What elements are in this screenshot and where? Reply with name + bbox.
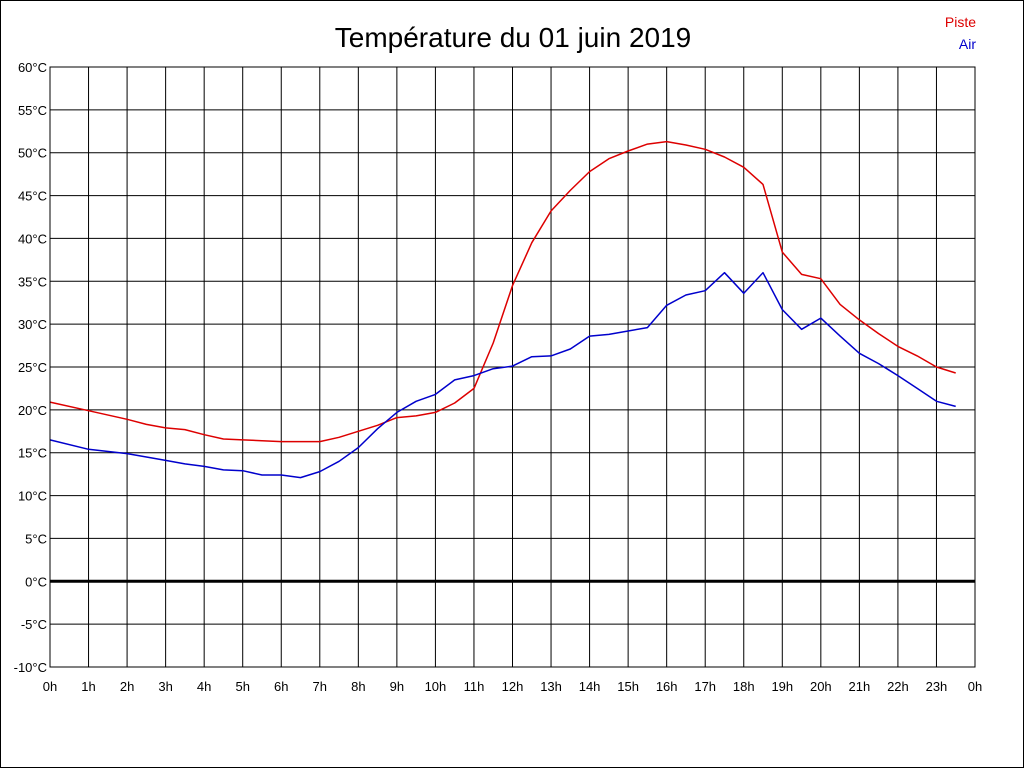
axis-tick-labels: -10°C -5°C 0°C 5°C 10°C 15°C 20°C 25°C 30°C 35°C 4… [14, 60, 983, 694]
y-tick-label: 25°C [18, 360, 47, 375]
legend-entry-piste: Piste [945, 14, 976, 30]
legend-entry-air: Air [959, 36, 976, 52]
x-tick-label: 0h [968, 679, 982, 694]
x-tick-label: 0h [43, 679, 57, 694]
x-tick-label: 20h [810, 679, 832, 694]
x-tick-label: 15h [617, 679, 639, 694]
y-tick-label: -5°C [21, 617, 47, 632]
y-tick-label: -10°C [14, 660, 47, 675]
x-tick-label: 21h [849, 679, 871, 694]
x-tick-label: 14h [579, 679, 601, 694]
x-tick-label: 11h [464, 679, 485, 694]
x-tick-label: 9h [390, 679, 404, 694]
y-tick-label: 5°C [25, 531, 47, 546]
chart-title: Température du 01 juin 2019 [335, 22, 691, 53]
grid-lines [49, 66, 976, 668]
x-tick-label: 8h [351, 679, 365, 694]
y-tick-label: 10°C [18, 489, 47, 504]
x-tick-label: 7h [313, 679, 327, 694]
y-tick-label: 35°C [18, 274, 47, 289]
x-tick-label: 4h [197, 679, 211, 694]
x-tick-label: 19h [771, 679, 793, 694]
legend: Piste Air [945, 14, 976, 52]
y-tick-label: 20°C [18, 403, 47, 418]
y-tick-label: 15°C [18, 446, 47, 461]
series-line-piste [49, 140, 956, 443]
x-tick-label: 13h [540, 679, 562, 694]
y-tick-label: 30°C [18, 317, 47, 332]
x-tick-label: 3h [158, 679, 172, 694]
y-tick-label: 50°C [18, 146, 47, 161]
plot-area-border [49, 66, 976, 668]
x-tick-label: 23h [926, 679, 948, 694]
y-tick-label: 40°C [18, 231, 47, 246]
x-tick-label: 16h [656, 679, 678, 694]
y-tick-label: 0°C [25, 574, 47, 589]
x-tick-label: 2h [120, 679, 134, 694]
y-tick-label: 60°C [18, 60, 47, 75]
x-tick-label: 6h [274, 679, 288, 694]
x-tick-label: 18h [733, 679, 755, 694]
x-tick-label: 1h [81, 679, 95, 694]
x-tick-label: 10h [425, 679, 447, 694]
x-tick-label: 17h [694, 679, 716, 694]
series-line-air [49, 271, 956, 479]
data-series [49, 140, 956, 479]
x-tick-label: 22h [887, 679, 909, 694]
y-tick-label: 45°C [18, 189, 47, 204]
x-tick-label: 5h [235, 679, 249, 694]
y-tick-label: 55°C [18, 103, 47, 118]
x-tick-label: 12h [502, 679, 524, 694]
